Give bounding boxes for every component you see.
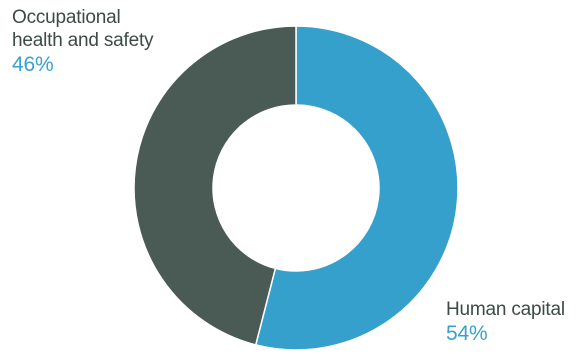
slice-label-human-capital: Human capital 54% [446,298,584,347]
slice-human-capital [254,25,459,351]
slice-percent-occupational-health-and-safety: 46% [12,53,54,76]
slice-percent-human-capital: 54% [446,322,488,345]
slice-name-line: health and safety [12,30,154,51]
donut-slices [133,25,459,351]
slice-label-occupational-health-and-safety: Occupational health and safety 46% [12,6,212,78]
slice-name-line: Occupational [12,7,121,28]
slice-occupational-health-and-safety [133,25,297,346]
slice-name-human-capital: Human capital [446,299,565,320]
